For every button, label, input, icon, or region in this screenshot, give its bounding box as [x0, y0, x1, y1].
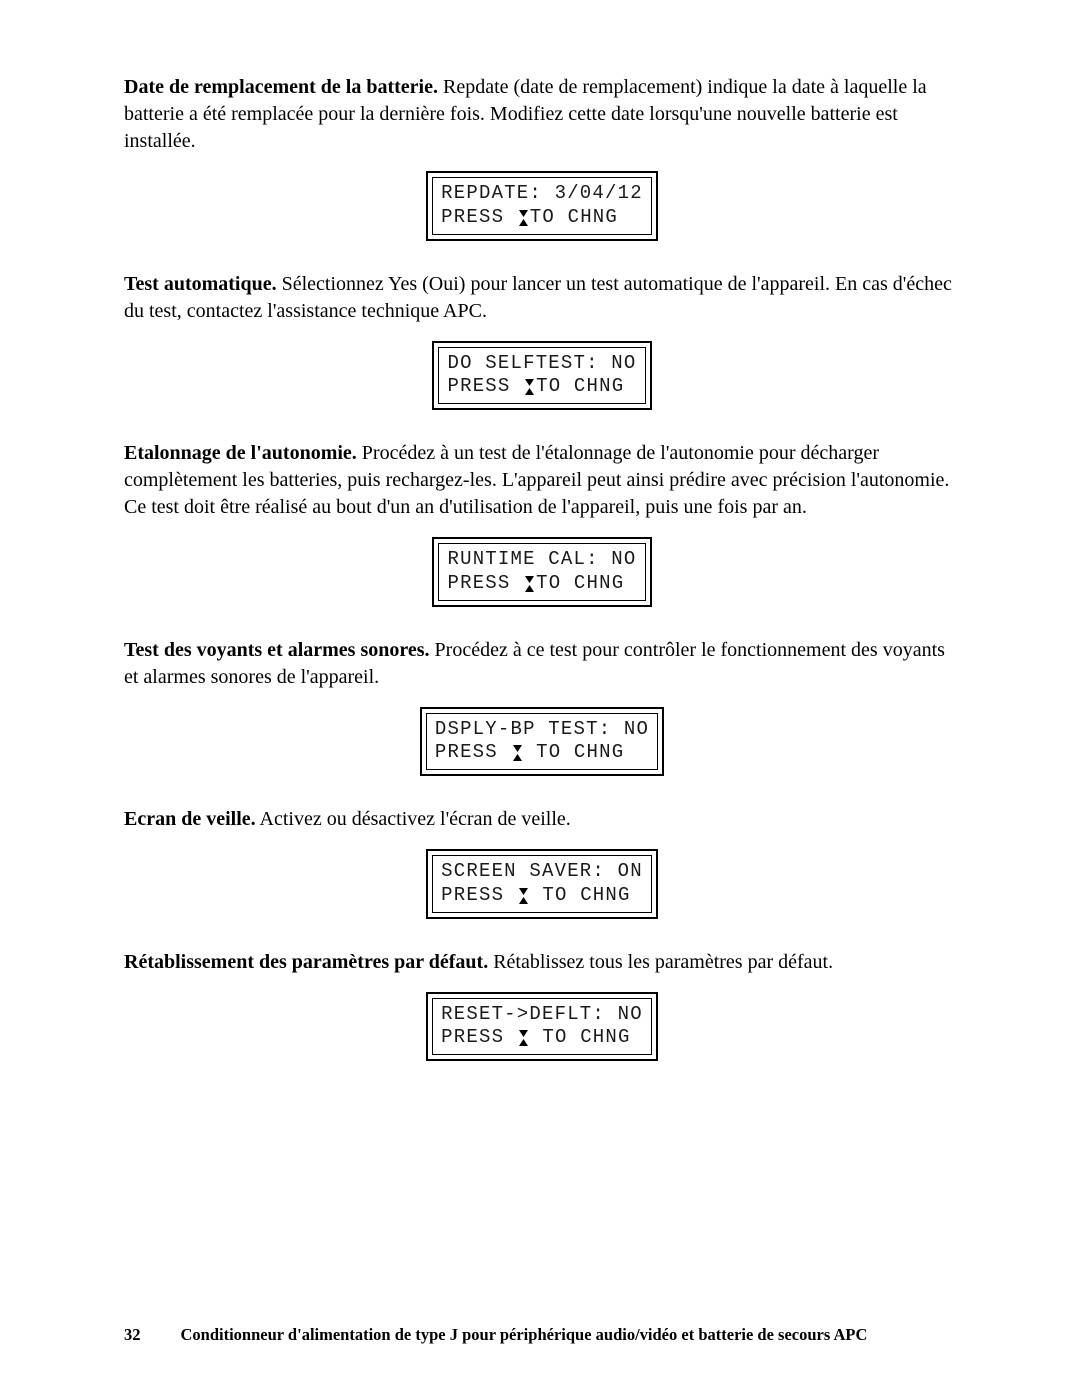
paragraph: Date de remplacement de la batterie. Rep…	[124, 74, 960, 155]
lcd-display: REPDATE: 3/04/12 PRESS TO CHNG	[124, 171, 960, 241]
lcd-line-2: PRESS TO CHNG	[447, 375, 636, 399]
section-heading: Rétablissement des paramètres par défaut…	[124, 951, 488, 973]
lcd-display: DO SELFTEST: NO PRESS TO CHNG	[124, 341, 960, 411]
up-down-arrows-icon	[519, 210, 528, 226]
lcd-outer-frame: REPDATE: 3/04/12 PRESS TO CHNG	[426, 171, 658, 241]
paragraph: Rétablissement des paramètres par défaut…	[124, 949, 960, 976]
lcd-line2-post: TO CHNG	[536, 375, 624, 399]
section-selftest: Test automatique. Sélectionnez Yes (Oui)…	[124, 271, 960, 411]
footer-title: Conditionneur d'alimentation de type J p…	[181, 1325, 961, 1345]
lcd-line-1: DO SELFTEST: NO	[447, 352, 636, 376]
lcd-outer-frame: RUNTIME CAL: NO PRESS TO CHNG	[432, 537, 651, 607]
section-heading: Test automatique.	[124, 273, 277, 295]
lcd-line2-post: TO CHNG	[524, 741, 625, 765]
lcd-line-2: PRESS TO CHNG	[441, 1026, 643, 1050]
lcd-line2-post: TO CHNG	[530, 206, 618, 230]
paragraph: Test automatique. Sélectionnez Yes (Oui)…	[124, 271, 960, 325]
lcd-line2-pre: PRESS	[441, 1026, 517, 1050]
lcd-line2-post: TO CHNG	[536, 572, 624, 596]
lcd-display: DSPLY-BP TEST: NO PRESS TO CHNG	[124, 707, 960, 777]
lcd-line-1: REPDATE: 3/04/12	[441, 182, 643, 206]
section-body: Activez ou désactivez l'écran de veille.	[256, 808, 571, 830]
paragraph: Test des voyants et alarmes sonores. Pro…	[124, 637, 960, 691]
section-heading: Test des voyants et alarmes sonores.	[124, 639, 430, 661]
section-heading: Etalonnage de l'autonomie.	[124, 442, 357, 464]
lcd-display: RESET->DEFLT: NO PRESS TO CHNG	[124, 992, 960, 1062]
section-heading: Date de remplacement de la batterie.	[124, 76, 438, 98]
lcd-line-1: RESET->DEFLT: NO	[441, 1003, 643, 1027]
lcd-line-2: PRESS TO CHNG	[441, 884, 643, 908]
lcd-outer-frame: DSPLY-BP TEST: NO PRESS TO CHNG	[420, 707, 664, 777]
lcd-line-2: PRESS TO CHNG	[441, 206, 643, 230]
page-content: Date de remplacement de la batterie. Rep…	[0, 0, 1080, 1061]
lcd-line-2: PRESS TO CHNG	[435, 741, 649, 765]
lcd-inner-frame: DO SELFTEST: NO PRESS TO CHNG	[438, 347, 645, 405]
paragraph: Etalonnage de l'autonomie. Procédez à un…	[124, 440, 960, 521]
lcd-line-1: RUNTIME CAL: NO	[447, 548, 636, 572]
section-runtime-cal: Etalonnage de l'autonomie. Procédez à un…	[124, 440, 960, 607]
up-down-arrows-icon	[519, 888, 528, 904]
lcd-inner-frame: SCREEN SAVER: ON PRESS TO CHNG	[432, 855, 652, 913]
lcd-line-1: DSPLY-BP TEST: NO	[435, 718, 649, 742]
paragraph: Ecran de veille. Activez ou désactivez l…	[124, 806, 960, 833]
lcd-display: SCREEN SAVER: ON PRESS TO CHNG	[124, 849, 960, 919]
lcd-inner-frame: RUNTIME CAL: NO PRESS TO CHNG	[438, 543, 645, 601]
up-down-arrows-icon	[525, 379, 534, 395]
lcd-line2-post: TO CHNG	[530, 1026, 631, 1050]
lcd-display: RUNTIME CAL: NO PRESS TO CHNG	[124, 537, 960, 607]
section-reset-default: Rétablissement des paramètres par défaut…	[124, 949, 960, 1062]
up-down-arrows-icon	[513, 745, 522, 761]
lcd-inner-frame: DSPLY-BP TEST: NO PRESS TO CHNG	[426, 713, 658, 771]
lcd-line2-pre: PRESS	[441, 884, 517, 908]
page-number: 32	[124, 1325, 141, 1345]
up-down-arrows-icon	[525, 576, 534, 592]
lcd-inner-frame: RESET->DEFLT: NO PRESS TO CHNG	[432, 998, 652, 1056]
section-display-beep-test: Test des voyants et alarmes sonores. Pro…	[124, 637, 960, 777]
lcd-outer-frame: DO SELFTEST: NO PRESS TO CHNG	[432, 341, 651, 411]
lcd-line-1: SCREEN SAVER: ON	[441, 860, 643, 884]
lcd-line2-pre: PRESS	[435, 741, 511, 765]
section-screen-saver: Ecran de veille. Activez ou désactivez l…	[124, 806, 960, 919]
lcd-line-2: PRESS TO CHNG	[447, 572, 636, 596]
lcd-outer-frame: SCREEN SAVER: ON PRESS TO CHNG	[426, 849, 658, 919]
lcd-line2-post: TO CHNG	[530, 884, 631, 908]
section-heading: Ecran de veille.	[124, 808, 256, 830]
up-down-arrows-icon	[519, 1030, 528, 1046]
section-repdate: Date de remplacement de la batterie. Rep…	[124, 74, 960, 241]
lcd-line2-pre: PRESS	[447, 375, 523, 399]
lcd-inner-frame: REPDATE: 3/04/12 PRESS TO CHNG	[432, 177, 652, 235]
lcd-outer-frame: RESET->DEFLT: NO PRESS TO CHNG	[426, 992, 658, 1062]
section-body: Rétablissez tous les paramètres par défa…	[488, 951, 833, 973]
lcd-line2-pre: PRESS	[447, 572, 523, 596]
lcd-line2-pre: PRESS	[441, 206, 517, 230]
page-footer: 32 Conditionneur d'alimentation de type …	[124, 1325, 960, 1345]
